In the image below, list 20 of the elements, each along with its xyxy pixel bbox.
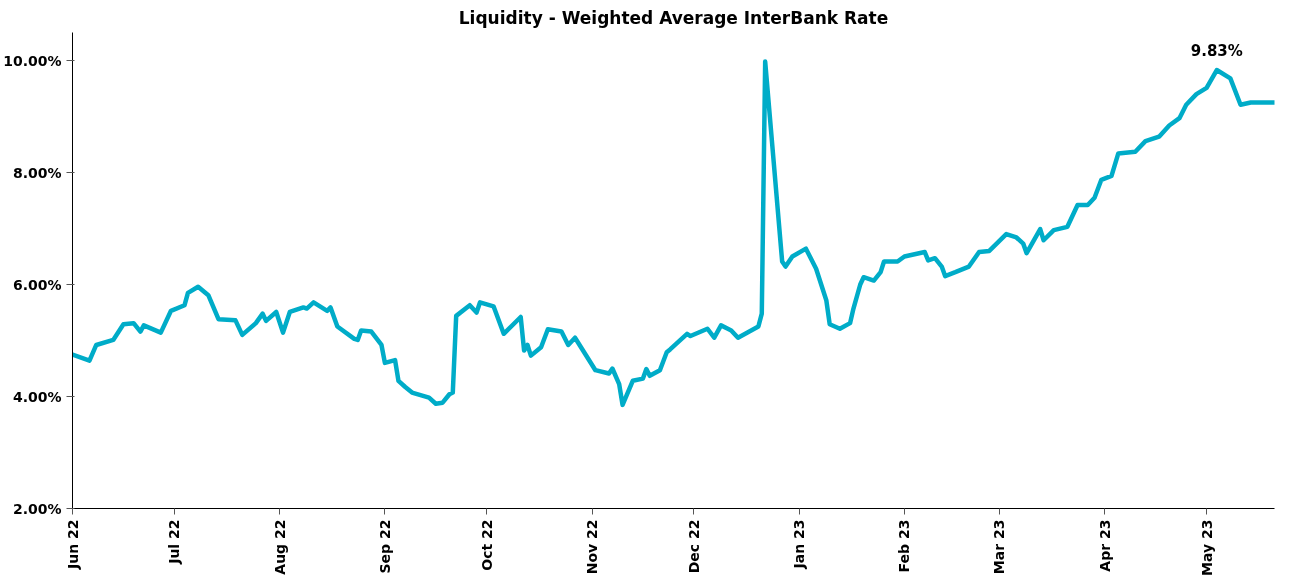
- y-tick-label: 8.00%: [12, 164, 62, 181]
- x-tick-label: Jan 23: [791, 519, 808, 570]
- y-tick-label: 10.00%: [3, 52, 62, 69]
- y-tick-label: 6.00%: [12, 276, 62, 293]
- x-tick-label: Nov 22: [584, 519, 601, 575]
- x-tick-label: May 23: [1198, 519, 1215, 576]
- x-tick-label: Jul 22: [166, 519, 183, 565]
- chart-title: Liquidity - Weighted Average InterBank Rate: [458, 7, 889, 28]
- x-tick-label: Dec 22: [685, 519, 702, 574]
- x-tick-label: Oct 22: [478, 519, 495, 571]
- line-series: [72, 59, 1275, 408]
- x-tick-label: Mar 23: [991, 519, 1008, 575]
- x-tick-label: Aug 22: [271, 519, 288, 575]
- x-tick-label: Jun 22: [64, 519, 81, 570]
- annotation: 9.83%: [1190, 42, 1243, 61]
- y-tick-label: 4.00%: [12, 388, 62, 405]
- x-tick-label: Apr 23: [1096, 519, 1113, 572]
- y-tick-label: 2.00%: [12, 500, 62, 517]
- x-tick-label: Feb 23: [896, 519, 913, 573]
- x-tick-label: Sep 22: [376, 519, 393, 574]
